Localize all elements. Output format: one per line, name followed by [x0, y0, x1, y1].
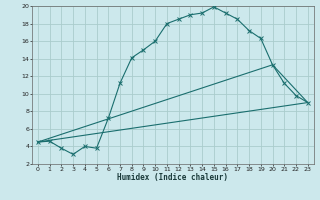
X-axis label: Humidex (Indice chaleur): Humidex (Indice chaleur)	[117, 173, 228, 182]
